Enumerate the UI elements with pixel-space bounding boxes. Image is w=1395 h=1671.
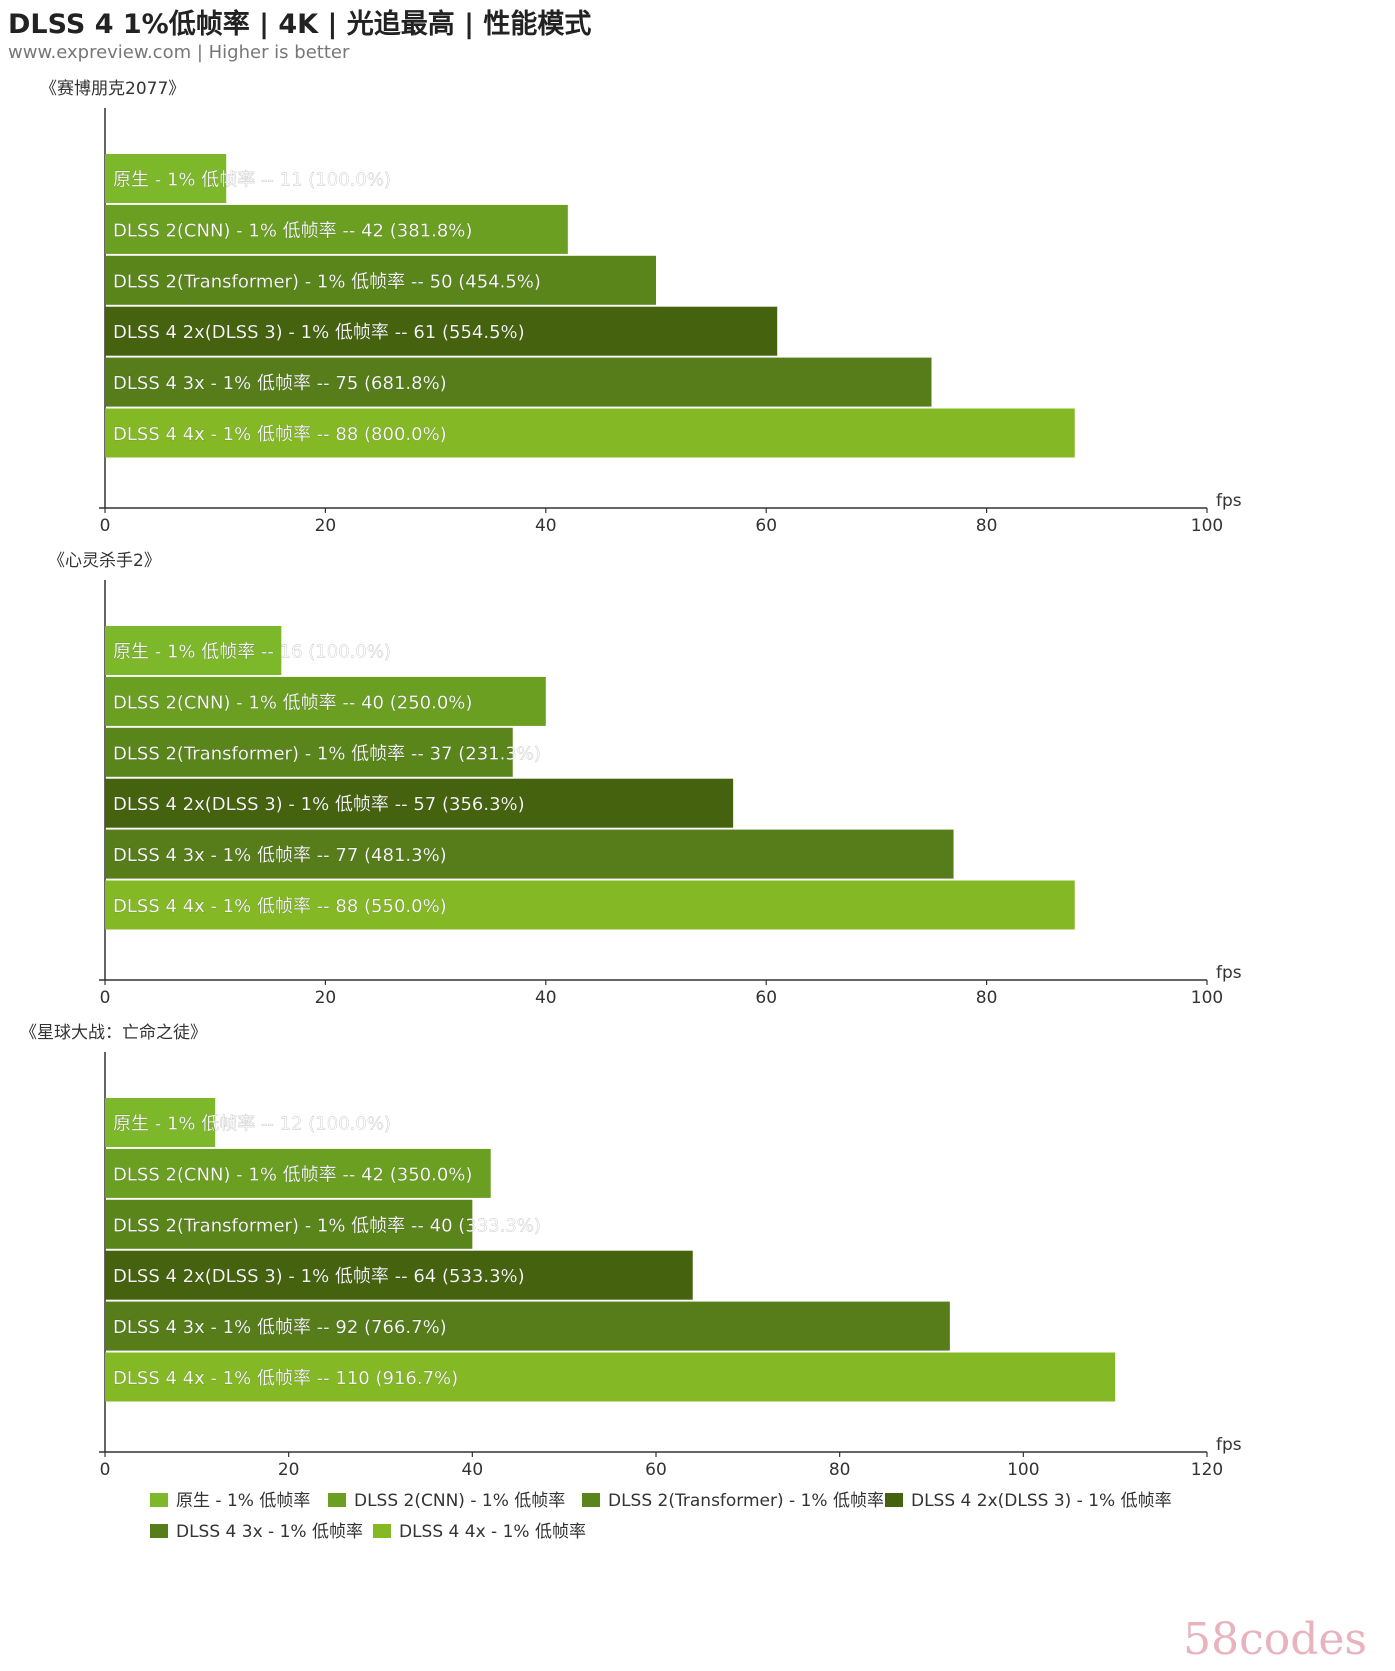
bar-data-label: DLSS 4 3x - 1% 低帧率 -- 92 (766.7%) (113, 1317, 447, 1338)
bar (105, 1098, 216, 1147)
x-tick-label: 120 (1191, 1460, 1223, 1480)
bar (105, 778, 734, 828)
bar (105, 829, 954, 879)
chart-title: 《赛博朋克2077》 (40, 78, 185, 99)
x-tick-label: 40 (462, 1460, 484, 1480)
chart-title: 《心灵杀手2》 (48, 551, 161, 571)
bar (105, 255, 656, 305)
legend-label: DLSS 4 3x - 1% 低帧率 (176, 1522, 363, 1542)
x-tick-label: 0 (100, 516, 111, 536)
axis-unit-label: fps (1216, 491, 1242, 511)
x-tick-label: 40 (535, 516, 557, 536)
x-tick-label: 60 (755, 988, 777, 1008)
bar (105, 676, 546, 726)
bar-data-label: DLSS 4 2x(DLSS 3) - 1% 低帧率 -- 61 (554.5%… (113, 322, 525, 343)
bar-data-label: DLSS 4 3x - 1% 低帧率 -- 75 (681.8%) (113, 373, 447, 394)
bar-data-label: DLSS 2(Transformer) - 1% 低帧率 -- 37 (231.… (113, 743, 541, 764)
bar-data-label: DLSS 4 2x(DLSS 3) - 1% 低帧率 -- 57 (356.3%… (113, 794, 525, 815)
x-tick-label: 80 (976, 516, 998, 536)
legend-label: DLSS 4 4x - 1% 低帧率 (399, 1522, 586, 1542)
x-tick-label: 60 (645, 1460, 667, 1480)
x-tick-label: 80 (976, 988, 998, 1008)
legend-swatch (150, 1524, 168, 1538)
legend-label: DLSS 2(CNN) - 1% 低帧率 (354, 1491, 565, 1511)
bar-data-label: DLSS 4 4x - 1% 低帧率 -- 88 (550.0%) (113, 896, 447, 917)
legend-label: 原生 - 1% 低帧率 (176, 1491, 310, 1511)
bar-data-label: DLSS 2(CNN) - 1% 低帧率 -- 42 (350.0%) (113, 1164, 472, 1185)
bar (105, 626, 282, 675)
legend-swatch (150, 1493, 168, 1507)
legend-swatch (328, 1493, 346, 1507)
x-tick-label: 0 (100, 1460, 111, 1480)
bar (105, 1199, 473, 1249)
bar (105, 408, 1075, 458)
x-tick-label: 20 (315, 988, 337, 1008)
bar-data-label: DLSS 2(CNN) - 1% 低帧率 -- 40 (250.0%) (113, 692, 472, 713)
page-title: DLSS 4 1%低帧率 | 4K | 光追最高 | 性能模式 (8, 9, 592, 40)
x-tick-label: 100 (1191, 988, 1223, 1008)
x-tick-label: 80 (829, 1460, 851, 1480)
x-tick-label: 20 (315, 516, 337, 536)
bar-data-label: DLSS 4 4x - 1% 低帧率 -- 88 (800.0%) (113, 424, 447, 445)
x-tick-label: 0 (100, 988, 111, 1008)
legend-label: DLSS 4 2x(DLSS 3) - 1% 低帧率 (911, 1491, 1172, 1511)
bar-data-label: DLSS 2(CNN) - 1% 低帧率 -- 42 (381.8%) (113, 220, 472, 241)
bar (105, 306, 778, 356)
legend-swatch (582, 1493, 600, 1507)
legend-swatch (373, 1524, 391, 1538)
x-tick-label: 100 (1191, 516, 1223, 536)
bar (105, 727, 513, 777)
bar-data-label: 原生 - 1% 低帧率 -- 16 (100.0%) (113, 642, 391, 663)
bar-data-label: DLSS 4 3x - 1% 低帧率 -- 77 (481.3%) (113, 845, 447, 866)
bar (105, 204, 568, 254)
bar-data-label: DLSS 4 4x - 1% 低帧率 -- 110 (916.7%) (113, 1368, 458, 1389)
legend-label: DLSS 2(Transformer) - 1% 低帧率 (608, 1491, 884, 1511)
x-tick-label: 40 (535, 988, 557, 1008)
x-tick-label: 20 (278, 1460, 300, 1480)
bar (105, 357, 932, 407)
bar (105, 1148, 491, 1198)
bar (105, 1301, 950, 1351)
bar (105, 154, 227, 203)
axis-unit-label: fps (1216, 963, 1242, 983)
bar (105, 1250, 693, 1300)
watermark: 58codes (1183, 1614, 1367, 1665)
bar-data-label: 原生 - 1% 低帧率 -- 12 (100.0%) (113, 1114, 391, 1135)
bar (105, 880, 1075, 930)
legend-swatch (885, 1493, 903, 1507)
bar-data-label: 原生 - 1% 低帧率 -- 11 (100.0%) (113, 170, 391, 191)
bar-data-label: DLSS 4 2x(DLSS 3) - 1% 低帧率 -- 64 (533.3%… (113, 1266, 525, 1287)
bar (105, 1352, 1116, 1402)
page-subtitle: www.expreview.com | Higher is better (8, 42, 350, 63)
x-tick-label: 60 (755, 516, 777, 536)
bar-data-label: DLSS 2(Transformer) - 1% 低帧率 -- 50 (454.… (113, 271, 541, 292)
axis-unit-label: fps (1216, 1435, 1242, 1455)
x-tick-label: 100 (1007, 1460, 1039, 1480)
chart-title: 《星球大战：亡命之徒》 (20, 1023, 207, 1043)
bar-data-label: DLSS 2(Transformer) - 1% 低帧率 -- 40 (333.… (113, 1215, 541, 1236)
